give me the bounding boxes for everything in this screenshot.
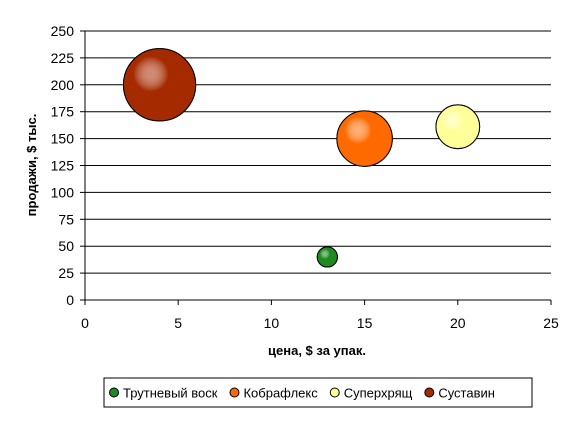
x-tick-label: 25 [543,315,559,331]
legend-label-1: Трутневый воск [123,386,218,401]
y-tick-label: 150 [51,131,75,147]
x-axis-title: цена, $ за упак. [268,343,366,358]
y-axis-title: продажи, $ тыс. [24,114,39,217]
bubble-4 [122,48,197,122]
y-tick-label: 250 [51,23,75,39]
y-tick-label: 225 [51,50,75,66]
legend-label-3: Суперхрящ [344,386,413,401]
legend-marker-3 [329,387,340,398]
y-tick-label: 175 [51,104,75,120]
bubble-2 [336,110,393,167]
y-tick-label: 75 [58,211,74,227]
x-tick-label: 5 [174,315,182,331]
bubbles [122,48,481,268]
x-tick-label: 0 [81,315,89,331]
bubble-1 [316,246,338,268]
x-tick-label: 20 [450,315,466,331]
legend-label-4: Суставин [438,386,495,401]
legend: Трутневый воск Кобрафлекс Суперхрящ Сустави… [103,377,533,408]
y-tick-label: 0 [66,292,74,308]
y-tick-label: 200 [51,77,75,93]
tick-labels: 0 25 50 75 100 125 150 175 200 225 250 0 5 10 15 20 25 [51,23,559,331]
y-tick-label: 25 [58,265,74,281]
y-tick-label: 125 [51,158,75,174]
legend-label-2: Кобрафлекс [243,386,318,401]
legend-marker-2 [229,387,240,398]
y-tick-label: 100 [51,184,75,200]
axes [80,30,552,305]
legend-marker-4 [424,387,435,398]
legend-marker-1 [109,387,119,398]
legend-box [103,377,533,408]
x-tick-label: 10 [264,315,280,331]
y-tick-label: 50 [58,238,74,254]
x-tick-label: 15 [357,315,373,331]
bubble-3 [435,104,481,150]
